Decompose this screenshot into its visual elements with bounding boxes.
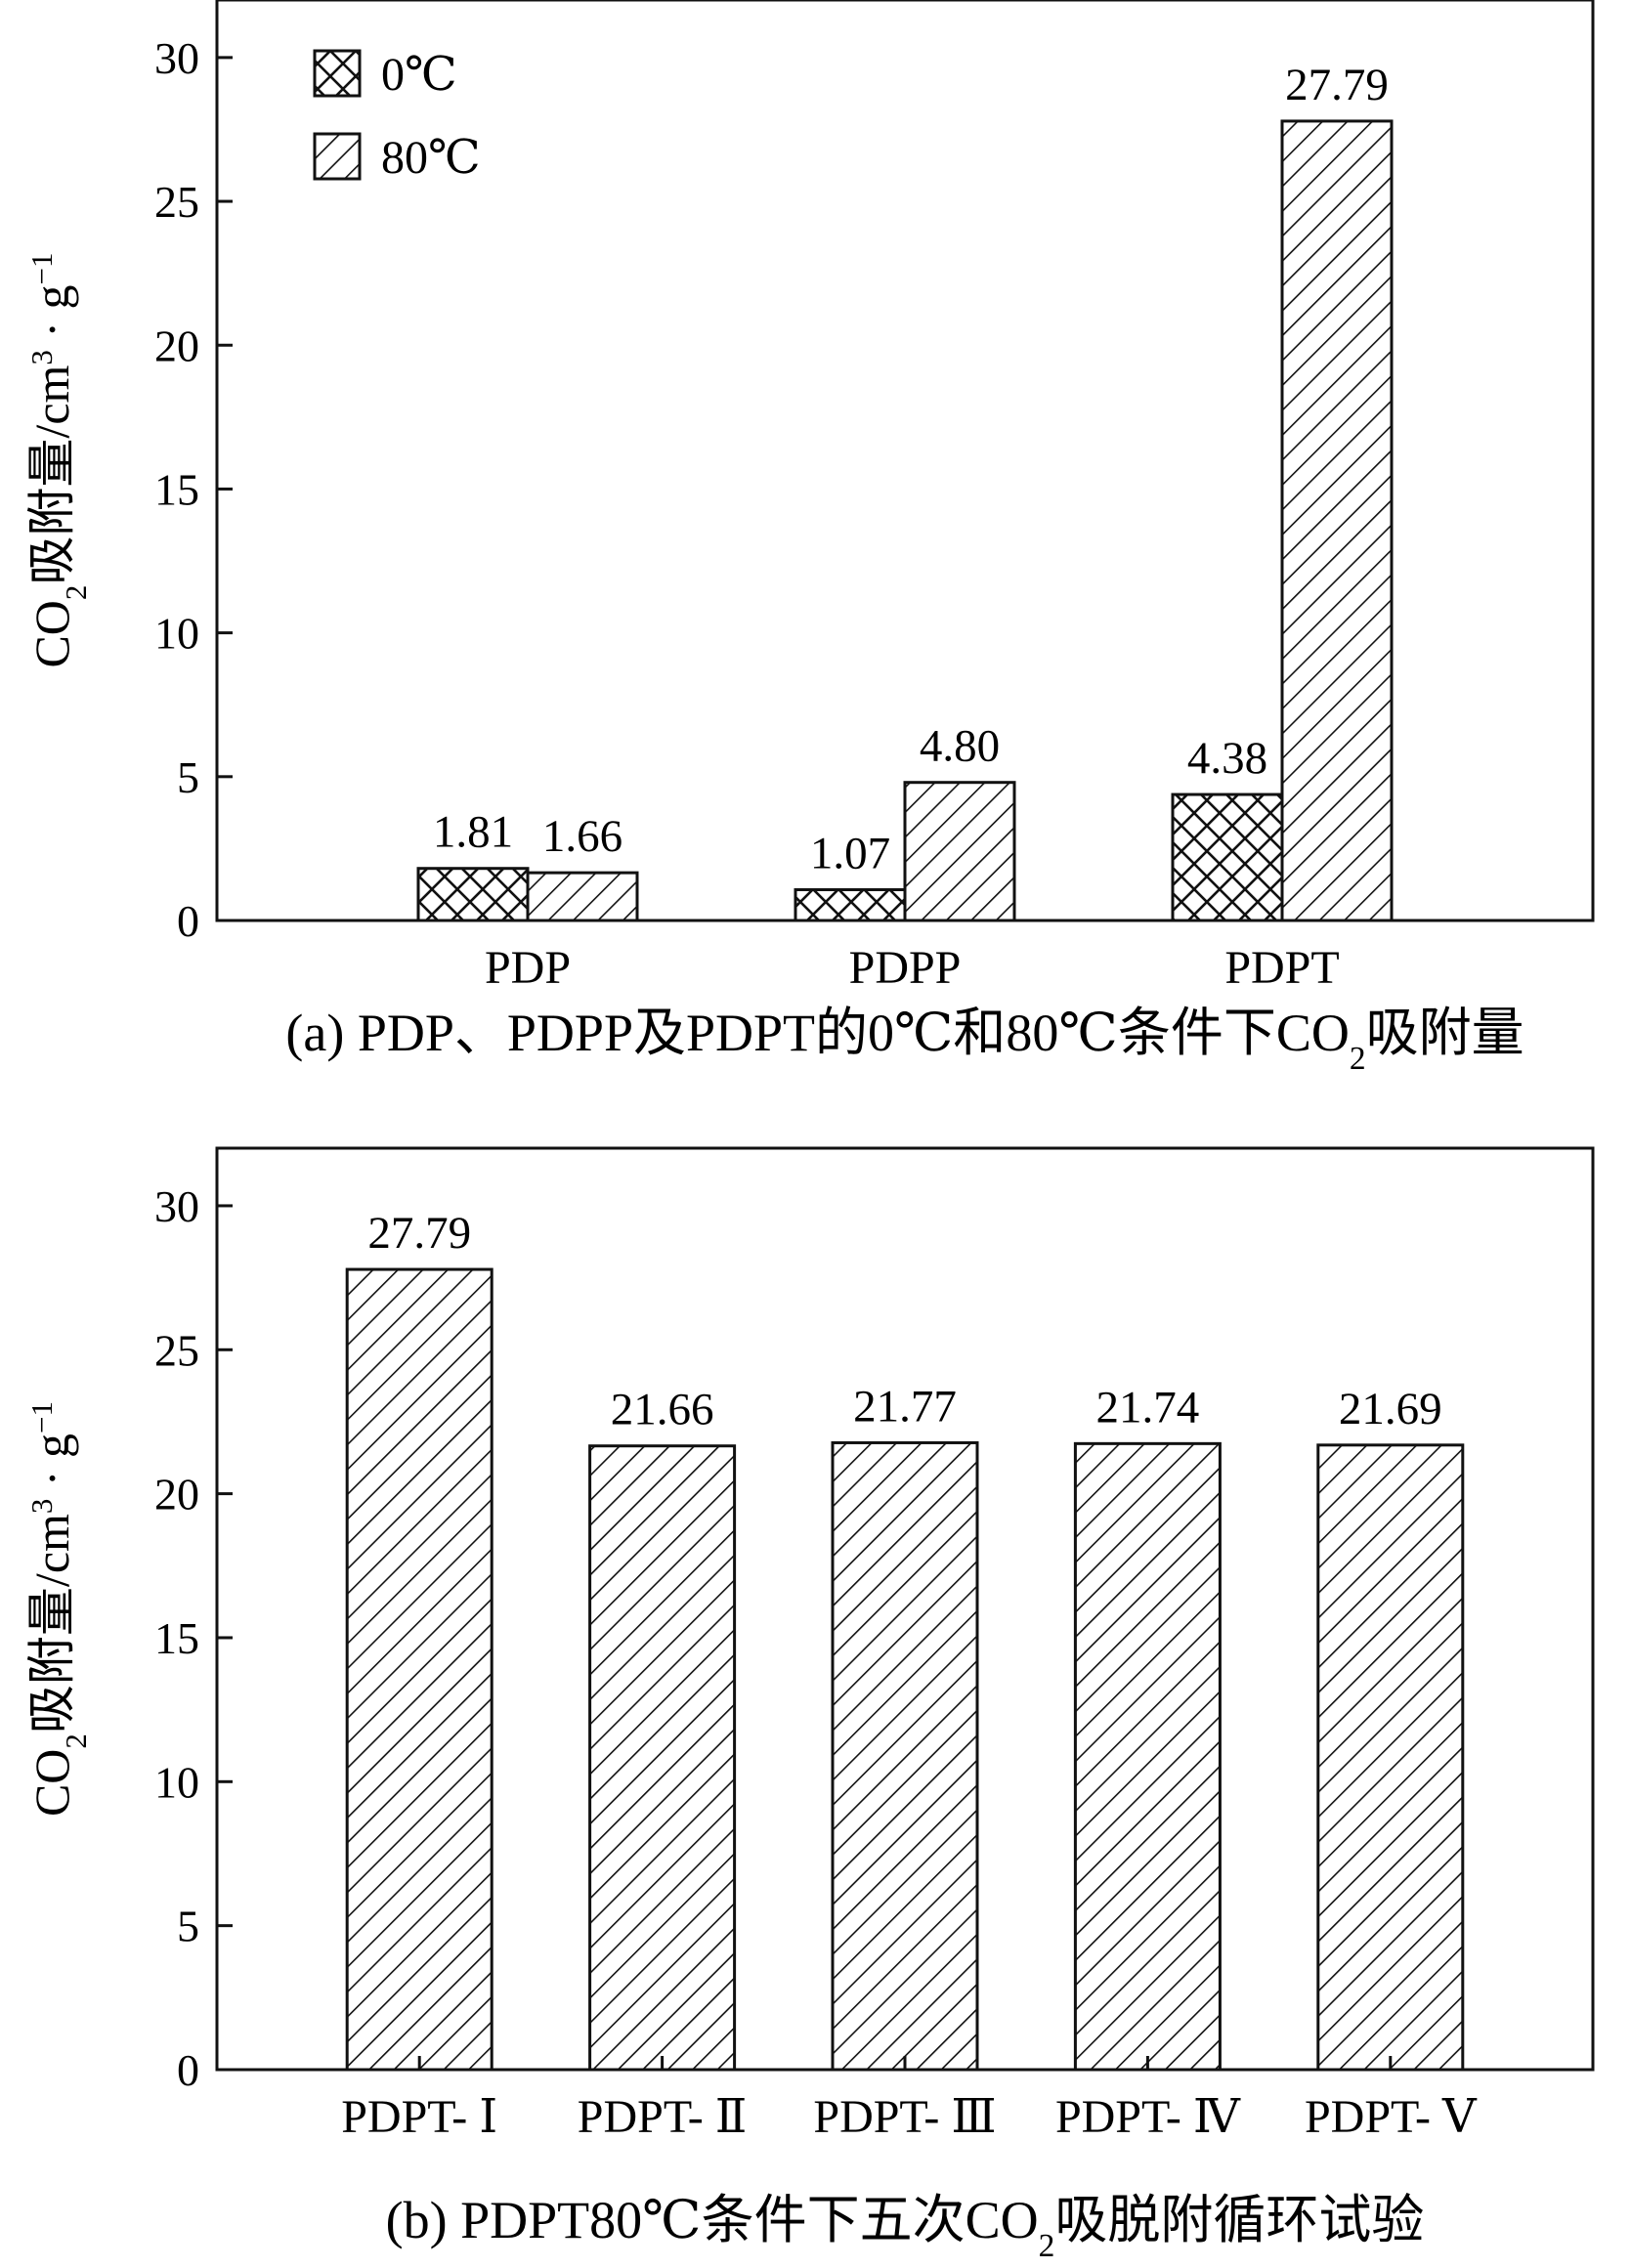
x-category-label: PDP [485, 942, 571, 994]
y-tick-label: 20 [154, 321, 199, 370]
x-category-label: PDPT- Ⅲ [813, 2091, 996, 2143]
legend-swatch [313, 49, 362, 98]
y-tick-label: 0 [177, 2045, 199, 2095]
data-label: 1.66 [542, 811, 622, 862]
bar-PDPT-Ⅲ-0 [831, 1440, 979, 2072]
bar-PDPT-Ⅳ-0 [1073, 1441, 1222, 2072]
legend-label: 80℃ [381, 132, 481, 184]
y-tick-label: 25 [154, 177, 199, 227]
y-axis-label: CO2吸附量/cm3 · g−1 [24, 1401, 93, 1817]
y-tick-label: 10 [154, 1757, 199, 1807]
legend: 0℃ 80℃ [313, 49, 481, 184]
data-label: 21.69 [1339, 1384, 1442, 1434]
panel-caption: (b) PDPT80℃条件下五次CO2吸脱附循环试验 [386, 2191, 1425, 2264]
x-category-label: PDPT- Ⅰ [341, 2091, 497, 2143]
bar-PDP-0 [416, 867, 530, 922]
x-category-label: PDPT [1224, 942, 1339, 994]
panel-caption: (a) PDP、PDPP及PDPT的0℃和80℃条件下CO2吸附量 [285, 1004, 1524, 1077]
x-category-label: PDPP [849, 942, 962, 994]
y-tick-label: 5 [177, 752, 199, 802]
chart-panel-a: 0 5 10 15 20 25 30 CO2吸附量/cm3 · g−1 1.81 1.66 PDP 1… [24, 0, 1595, 1077]
data-label: 27.79 [1285, 60, 1389, 110]
bar-PDPT-1 [1280, 119, 1394, 922]
legend-label: 0℃ [381, 49, 457, 101]
data-label: 21.74 [1096, 1382, 1200, 1433]
x-category-label: PDPT- Ⅳ [1055, 2091, 1241, 2143]
data-label: 27.79 [367, 1208, 471, 1259]
chart-panel-b: 0 5 10 15 20 25 30 CO2吸附量/cm3 · g−1 27.79 PDPT- Ⅰ… [24, 1146, 1595, 2264]
y-tick-label: 10 [154, 609, 199, 659]
y-tick-label: 15 [154, 1613, 199, 1663]
y-tick-label: 30 [154, 1181, 199, 1231]
data-label: 1.81 [433, 807, 513, 858]
data-label: 21.77 [853, 1381, 957, 1432]
bar-PDPP-1 [903, 781, 1016, 922]
data-label: 4.38 [1187, 733, 1267, 784]
data-label: 21.66 [611, 1385, 714, 1435]
x-category-label: PDPT- Ⅱ [578, 2091, 748, 2143]
x-category-label: PDPT- Ⅴ [1305, 2091, 1478, 2143]
y-tick-label: 0 [177, 896, 199, 946]
bar-PDPT-Ⅰ-0 [345, 1267, 494, 2072]
y-tick-label: 25 [154, 1325, 199, 1375]
y-axis-label: CO2吸附量/cm3 · g−1 [24, 252, 93, 667]
bar-PDP-1 [526, 871, 639, 922]
data-label: 1.07 [810, 829, 890, 879]
y-tick-label: 15 [154, 464, 199, 514]
data-label: 4.80 [920, 721, 1000, 772]
y-tick-label: 5 [177, 1902, 199, 1951]
y-tick-label: 20 [154, 1470, 199, 1519]
bar-PDPP-0 [794, 888, 907, 922]
legend-swatch [313, 132, 362, 181]
bar-PDPT-Ⅱ-0 [588, 1444, 737, 2072]
y-tick-label: 30 [154, 33, 199, 83]
bar-PDPT-Ⅴ-0 [1316, 1443, 1465, 2072]
bar-PDPT-0 [1171, 792, 1284, 922]
